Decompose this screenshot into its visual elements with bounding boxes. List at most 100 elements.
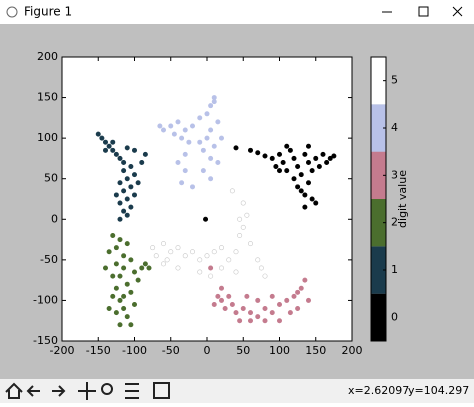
subplots-button[interactable] bbox=[125, 383, 139, 399]
point bbox=[179, 180, 185, 186]
y-tick-label: 0 bbox=[51, 212, 58, 225]
save-button[interactable] bbox=[153, 382, 170, 399]
point bbox=[128, 257, 134, 263]
point bbox=[255, 257, 261, 263]
point bbox=[110, 147, 116, 153]
point bbox=[222, 306, 228, 312]
point bbox=[121, 265, 127, 271]
point bbox=[204, 135, 210, 141]
point bbox=[121, 293, 127, 299]
point bbox=[146, 265, 152, 271]
zoom-button[interactable] bbox=[101, 383, 113, 395]
x-tick-label: 200 bbox=[342, 344, 363, 357]
point bbox=[106, 306, 112, 312]
colorbar-tick-label: 1 bbox=[391, 263, 398, 276]
point bbox=[124, 314, 130, 320]
point bbox=[284, 168, 290, 174]
y-tick-label: 100 bbox=[37, 131, 58, 144]
point bbox=[262, 306, 268, 312]
point bbox=[233, 249, 239, 255]
close-button[interactable] bbox=[452, 6, 463, 17]
point bbox=[168, 249, 174, 255]
point bbox=[95, 131, 101, 137]
point bbox=[226, 257, 232, 263]
point bbox=[240, 224, 246, 230]
point bbox=[99, 135, 105, 141]
point bbox=[157, 123, 163, 129]
point bbox=[237, 318, 243, 324]
point bbox=[124, 212, 130, 218]
point bbox=[124, 241, 130, 247]
forward-button[interactable] bbox=[52, 385, 66, 397]
y-tick-label: 150 bbox=[37, 91, 58, 104]
point bbox=[113, 192, 119, 198]
point bbox=[313, 155, 319, 161]
colorbar-tick-label: 3 bbox=[391, 168, 398, 181]
point bbox=[226, 293, 232, 299]
point bbox=[117, 297, 123, 303]
point bbox=[117, 155, 123, 161]
point bbox=[200, 168, 206, 174]
y-tick-label: 50 bbox=[44, 172, 58, 185]
maximize-button[interactable] bbox=[418, 6, 429, 17]
back-button[interactable] bbox=[26, 385, 40, 397]
colorbar-frame bbox=[370, 56, 387, 342]
point bbox=[244, 212, 250, 218]
plot-area bbox=[61, 56, 353, 342]
point bbox=[305, 159, 311, 165]
status-y: y=104.297 bbox=[408, 384, 469, 397]
point bbox=[117, 216, 123, 222]
point bbox=[124, 196, 130, 202]
point bbox=[121, 188, 127, 194]
point bbox=[219, 135, 225, 141]
point bbox=[139, 159, 145, 165]
x-tick-label: -100 bbox=[122, 344, 147, 357]
point bbox=[204, 111, 210, 117]
point bbox=[331, 153, 337, 159]
pan-button[interactable] bbox=[78, 382, 96, 400]
y-tick-label: -100 bbox=[33, 293, 58, 306]
point bbox=[244, 293, 250, 299]
point bbox=[161, 127, 167, 133]
point bbox=[182, 168, 188, 174]
point bbox=[295, 164, 301, 170]
point bbox=[161, 261, 167, 267]
point bbox=[287, 147, 293, 153]
point bbox=[106, 143, 112, 149]
point bbox=[291, 293, 297, 299]
point bbox=[284, 297, 290, 303]
colorbar-tick-label: 5 bbox=[391, 74, 398, 87]
point bbox=[211, 301, 217, 307]
point bbox=[237, 216, 243, 222]
point bbox=[161, 241, 167, 247]
point bbox=[240, 200, 246, 206]
point bbox=[179, 135, 185, 141]
home-button[interactable] bbox=[5, 382, 23, 399]
point bbox=[175, 245, 181, 251]
point bbox=[197, 257, 203, 263]
point bbox=[295, 289, 301, 295]
point bbox=[211, 95, 217, 101]
point bbox=[175, 159, 181, 165]
point bbox=[262, 273, 268, 279]
colorbar-segment bbox=[371, 293, 386, 341]
point bbox=[200, 147, 206, 153]
point bbox=[269, 310, 275, 316]
point bbox=[324, 159, 330, 165]
y-tick-label: -50 bbox=[40, 253, 58, 266]
point bbox=[124, 281, 130, 287]
point bbox=[135, 180, 141, 186]
point bbox=[229, 188, 235, 194]
point bbox=[215, 159, 221, 165]
point bbox=[211, 249, 217, 255]
point bbox=[139, 265, 145, 271]
point bbox=[208, 176, 214, 182]
point bbox=[128, 289, 134, 295]
point bbox=[295, 184, 301, 190]
point bbox=[197, 139, 203, 145]
point bbox=[113, 245, 119, 251]
point bbox=[113, 310, 119, 316]
point bbox=[204, 253, 210, 259]
point bbox=[255, 314, 261, 320]
point bbox=[182, 151, 188, 157]
